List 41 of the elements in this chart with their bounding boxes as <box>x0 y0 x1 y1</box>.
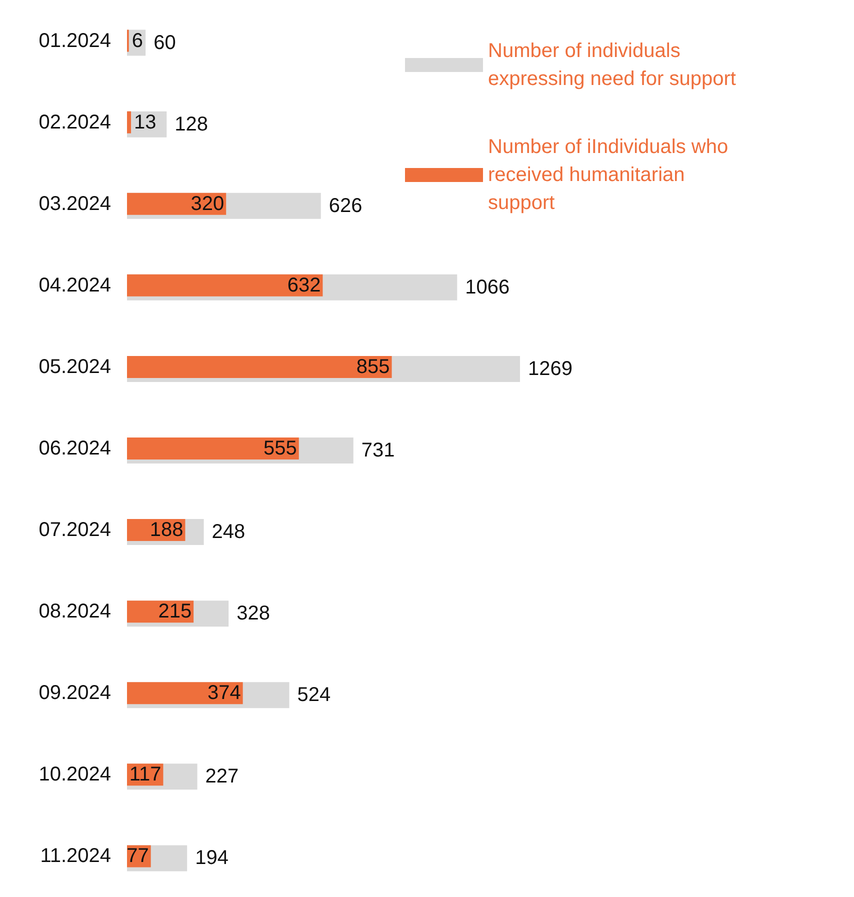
legend-label: Number of individuals expressing need for support <box>488 40 736 90</box>
y-tick-label: 06.2024 <box>38 438 111 460</box>
data-label: 1269 <box>528 358 572 380</box>
bar <box>127 682 243 704</box>
data-label: 626 <box>328 194 362 217</box>
data-label: 117 <box>129 764 162 786</box>
y-tick-label: 01.2024 <box>38 30 111 52</box>
data-label: 855 <box>356 356 390 378</box>
data-label: 60 <box>154 32 176 54</box>
data-label: 188 <box>150 519 184 542</box>
bar <box>127 111 132 134</box>
data-label: 320 <box>190 192 224 215</box>
data-label: 555 <box>264 438 297 460</box>
data-label: 6 <box>132 30 143 52</box>
data-label: 194 <box>195 847 228 870</box>
bar <box>127 356 392 378</box>
bar <box>127 192 226 215</box>
y-tick-label: 03.2024 <box>38 192 111 215</box>
bar <box>127 438 299 460</box>
data-label: 328 <box>236 602 270 625</box>
data-label: 13 <box>134 111 156 134</box>
data-label: 524 <box>297 684 331 706</box>
data-label: 215 <box>158 600 192 623</box>
bar <box>127 274 323 296</box>
y-tick-label: 04.2024 <box>38 274 111 296</box>
data-label: 248 <box>212 521 246 544</box>
legend-label: Number of iIndividuals who received humanitarian support <box>488 136 734 214</box>
y-tick-label: 07.2024 <box>38 519 111 542</box>
data-label: 128 <box>174 113 208 136</box>
y-tick-label: 02.2024 <box>38 111 111 134</box>
data-label: 227 <box>205 766 239 788</box>
data-label: 731 <box>361 440 395 462</box>
data-label: 374 <box>207 682 241 704</box>
y-tick-label: 11.2024 <box>40 845 111 868</box>
y-tick-label: 10.2024 <box>38 764 111 786</box>
data-label: 632 <box>287 274 321 296</box>
y-tick-label: 09.2024 <box>38 682 111 704</box>
y-tick-label: 05.2024 <box>38 356 111 378</box>
data-label: 77 <box>126 845 149 868</box>
y-tick-label: 08.2024 <box>38 600 111 623</box>
data-label: 1066 <box>465 276 510 298</box>
